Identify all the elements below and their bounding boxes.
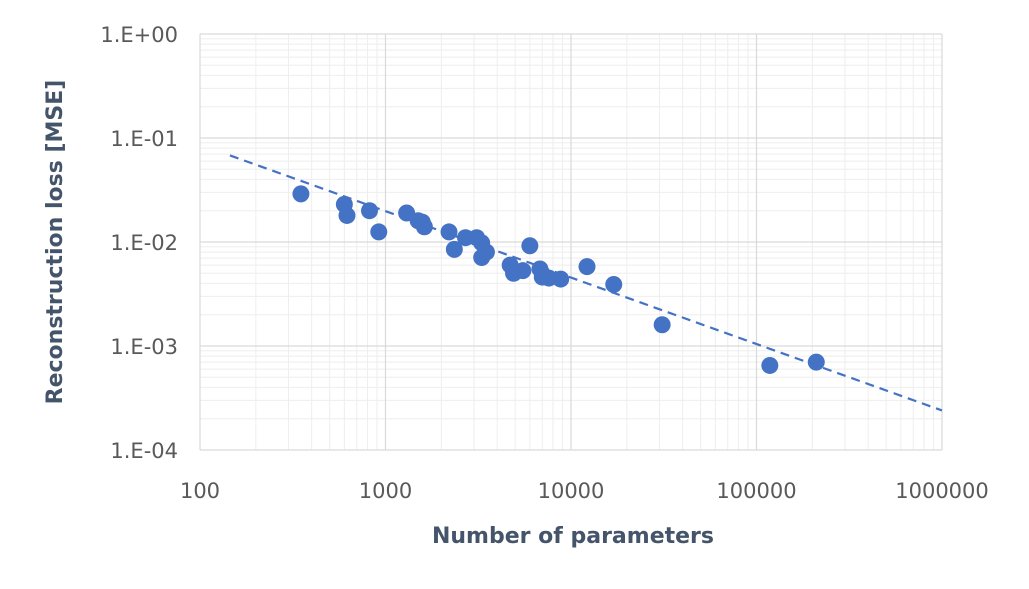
data-point	[292, 185, 310, 203]
data-point	[653, 316, 671, 334]
data-point	[514, 262, 532, 280]
y-tick-label: 1.E-03	[110, 335, 178, 359]
data-points	[292, 185, 825, 374]
x-axis-title: Number of parameters	[432, 524, 714, 549]
y-tick-label: 1.E-02	[110, 231, 178, 255]
data-point	[477, 243, 495, 261]
data-point	[370, 223, 388, 241]
y-axis-title: Reconstruction loss [MSE]	[43, 80, 68, 405]
y-tick-label: 1.E-04	[110, 439, 178, 463]
data-point	[605, 276, 623, 294]
x-tick-label: 100	[180, 479, 220, 503]
x-tick-label: 1000000	[895, 479, 989, 503]
data-point	[413, 213, 431, 231]
data-point	[361, 202, 379, 220]
data-point	[445, 240, 463, 258]
tick-labels: 100 1000 10000 100000 1000000 1.E+00 1.E-01 1.E…	[100, 23, 988, 503]
data-point	[521, 237, 539, 255]
data-point	[807, 353, 825, 371]
grid	[199, 33, 943, 451]
y-tick-label: 1.E-01	[110, 127, 178, 151]
data-point	[338, 206, 356, 224]
y-tick-label: 1.E+00	[100, 23, 178, 47]
x-tick-label: 10000	[538, 479, 605, 503]
data-point	[440, 223, 458, 241]
data-point	[552, 270, 570, 288]
data-point	[578, 258, 596, 276]
x-tick-label: 100000	[716, 479, 796, 503]
data-point	[761, 356, 779, 374]
x-tick-label: 1000	[359, 479, 412, 503]
